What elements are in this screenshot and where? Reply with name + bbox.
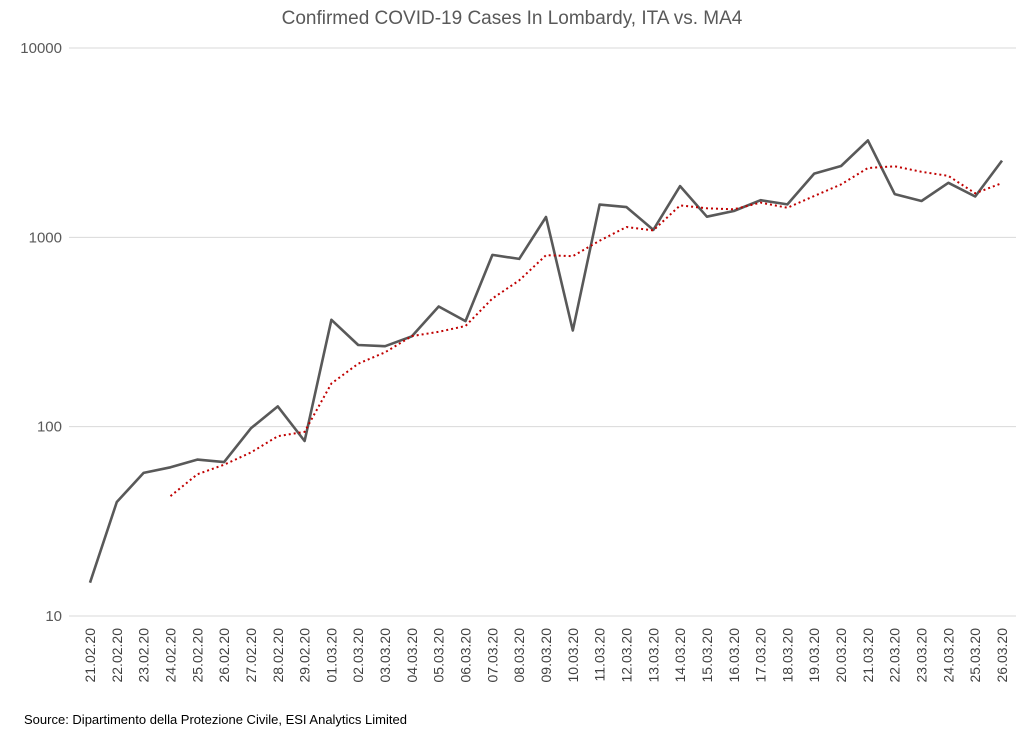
x-tick-label: 08.03.20 — [511, 628, 527, 683]
x-axis-ticks: 21.02.20 22.02.20 23.02.20 24.02.20 25.02.20… — [82, 628, 1010, 683]
x-tick-label: 28.02.20 — [270, 628, 286, 683]
x-tick-label: 23.02.20 — [136, 628, 152, 683]
x-tick-label: 03.03.20 — [377, 628, 393, 683]
x-tick-label: 01.03.20 — [323, 628, 339, 683]
x-tick-label: 11.03.20 — [592, 628, 608, 682]
y-axis-ticks: 10 100 1000 10000 — [20, 40, 62, 625]
y-tick-label: 10000 — [20, 40, 62, 57]
x-tick-label: 25.03.20 — [967, 628, 983, 683]
x-tick-label: 22.02.20 — [109, 628, 125, 683]
x-tick-label: 24.03.20 — [940, 628, 956, 683]
x-tick-label: 26.02.20 — [216, 628, 232, 683]
x-tick-label: 05.03.20 — [431, 628, 447, 683]
x-tick-label: 22.03.20 — [887, 628, 903, 683]
x-tick-label: 04.03.20 — [404, 628, 420, 683]
series-line-ma4 — [169, 165, 1003, 497]
x-tick-label: 09.03.20 — [538, 628, 554, 683]
x-tick-label: 14.03.20 — [672, 628, 688, 683]
series-lines — [88, 139, 1004, 584]
x-tick-label: 06.03.20 — [458, 628, 474, 683]
source-note: Source: Dipartimento della Protezione Ci… — [24, 712, 407, 727]
series-line-daily-cases — [88, 139, 1004, 584]
x-tick-label: 13.03.20 — [645, 628, 661, 683]
chart-title: Confirmed COVID-19 Cases In Lombardy, IT… — [281, 8, 743, 29]
y-tick-label: 10 — [45, 608, 62, 625]
gridlines — [69, 47, 1016, 617]
x-tick-label: 20.03.20 — [833, 628, 849, 683]
y-tick-label: 1000 — [29, 229, 62, 246]
x-tick-label: 25.02.20 — [189, 628, 205, 683]
x-tick-label: 23.03.20 — [914, 628, 930, 683]
x-tick-label: 12.03.20 — [618, 628, 634, 683]
x-tick-label: 21.02.20 — [82, 628, 98, 683]
x-tick-label: 18.03.20 — [779, 628, 795, 683]
x-tick-label: 26.03.20 — [994, 628, 1010, 683]
x-tick-label: 17.03.20 — [753, 628, 769, 683]
y-tick-label: 100 — [37, 419, 62, 436]
x-tick-label: 27.02.20 — [243, 628, 259, 683]
x-tick-label: 29.02.20 — [297, 628, 313, 683]
x-tick-label: 24.02.20 — [162, 628, 178, 683]
x-tick-label: 02.03.20 — [350, 628, 366, 683]
x-tick-label: 10.03.20 — [565, 628, 581, 683]
x-tick-label: 15.03.20 — [699, 628, 715, 683]
x-tick-label: 16.03.20 — [726, 628, 742, 683]
x-tick-label: 07.03.20 — [484, 628, 500, 683]
x-tick-label: 19.03.20 — [806, 628, 822, 683]
x-tick-label: 21.03.20 — [860, 628, 876, 683]
